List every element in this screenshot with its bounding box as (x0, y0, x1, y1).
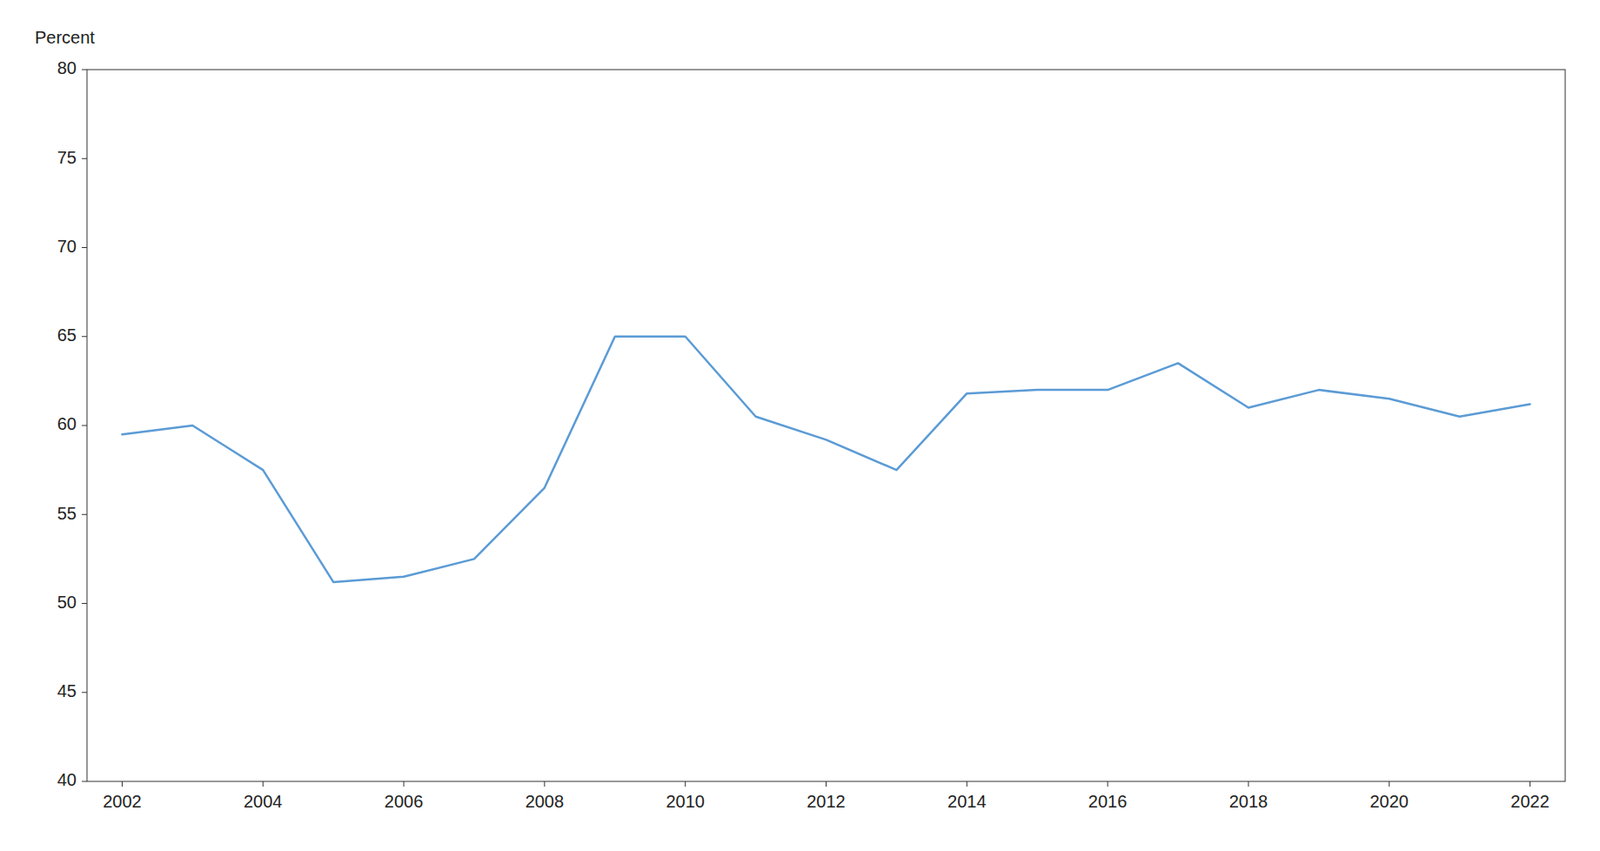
x-tick (684, 781, 686, 787)
y-tick (81, 781, 88, 783)
x-tick-label: 2010 (665, 791, 705, 811)
y-tick-label: 60 (57, 414, 77, 434)
y-tick (81, 247, 88, 248)
x-tick-label: 2012 (806, 791, 846, 811)
x-tick (403, 781, 405, 787)
y-tick-label: 70 (57, 236, 77, 256)
y-tick-label: 50 (57, 592, 77, 612)
y-tick (81, 335, 88, 337)
x-tick-label: 2004 (243, 791, 283, 811)
x-tick-label: 2018 (1229, 791, 1269, 811)
chart-container: 2002 2004 2006 2008 2010 2012 2014 2016 2018 2020… (0, 0, 1600, 851)
chart-svg: 2002 2004 2006 2008 2010 2012 2014 2016 2018 2020… (0, 0, 1600, 851)
y-tick (81, 69, 88, 71)
x-tick (121, 781, 123, 787)
y-tick (81, 514, 88, 516)
x-tick-label: 2016 (1088, 791, 1128, 811)
x-tick-label: 2022 (1510, 791, 1550, 811)
x-tick (543, 781, 545, 787)
x-tick-label: 2014 (947, 791, 987, 811)
x-tick-label: 2008 (525, 791, 565, 811)
y-tick (81, 602, 88, 604)
x-tick-label: 2002 (102, 791, 142, 811)
y-tick-label: 45 (57, 681, 77, 701)
y-tick-label: 75 (57, 147, 77, 168)
data-group (121, 336, 1530, 583)
x-tick (966, 781, 968, 787)
y-tick (81, 158, 88, 160)
y-tick-label: 65 (57, 325, 77, 345)
y-tick-label: 55 (57, 503, 77, 523)
x-tick-label: 2020 (1369, 791, 1409, 811)
x-tick (262, 781, 264, 787)
data-line (121, 336, 1530, 583)
y-axis-label: Percent (34, 27, 95, 47)
x-tick (1529, 781, 1531, 787)
x-tick (1107, 781, 1109, 787)
x-tick (1388, 781, 1390, 787)
x-axis: 2002 2004 2006 2008 2010 2012 2014 2016 2018 2020… (102, 781, 1550, 811)
y-tick-label: 40 (57, 769, 77, 790)
plot-frame (87, 69, 1566, 782)
y-axis: 40 45 50 55 60 65 70 75 80 (57, 58, 88, 790)
x-tick-label: 2006 (384, 791, 424, 811)
y-tick (81, 425, 88, 427)
x-tick (1247, 781, 1249, 787)
x-tick (825, 781, 827, 787)
y-tick-label: 80 (57, 58, 77, 78)
y-tick (81, 691, 88, 693)
